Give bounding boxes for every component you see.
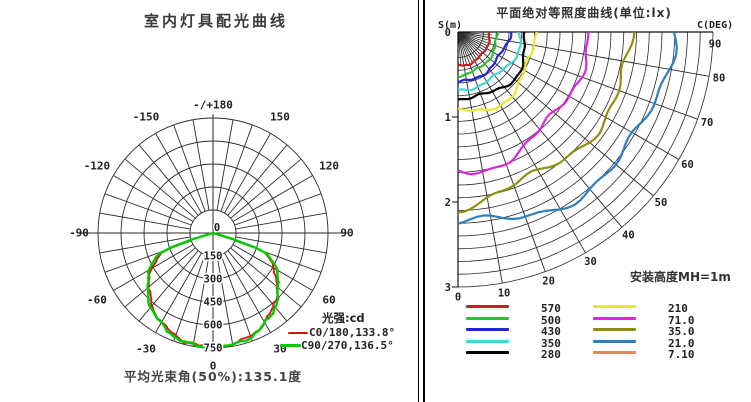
- c-axis-tick: 10: [498, 287, 511, 299]
- c-axis-tick: 0: [455, 292, 461, 304]
- legend-swatch: [593, 305, 636, 308]
- legend-label: 35.0: [668, 325, 695, 338]
- polar-radial-tick: 750: [204, 343, 223, 355]
- legend-swatch: [593, 339, 636, 343]
- c-axis-tick: 80: [713, 73, 726, 85]
- c-axis-label: C(DEG): [697, 20, 734, 31]
- s-axis-tick: 1: [445, 112, 451, 124]
- polar-radial-tick: 0: [214, 222, 220, 234]
- s-axis-tick: 3: [445, 282, 451, 294]
- intensity-legend-title: 光强:cd: [322, 311, 365, 325]
- legend-label: 430: [541, 325, 561, 338]
- polar-angle-tick: 0: [210, 360, 217, 373]
- c-axis-tick: 60: [681, 159, 694, 171]
- legend-label: 210: [668, 302, 688, 315]
- polar-angle-tick: -/+180: [193, 99, 233, 112]
- curve-c90-270: [146, 231, 280, 351]
- legend-swatch: [593, 351, 636, 354]
- legend-swatch: [288, 332, 308, 334]
- polar-angle-tick: 60: [322, 294, 335, 307]
- legend-swatch: [466, 351, 509, 354]
- mounting-height-note: 安装高度MH=1m: [630, 270, 731, 284]
- left-chart-title: 室内灯具配光曲线: [143, 12, 288, 30]
- legend-label: 7.10: [668, 348, 695, 361]
- isolux-curve-21.0: [457, 31, 678, 225]
- legend-swatch: [466, 305, 509, 308]
- polar-radial-tick: 450: [204, 297, 223, 309]
- legend-label: 71.0: [668, 313, 695, 327]
- polar-angle-tick: -30: [136, 343, 156, 356]
- polar-angle-tick: -120: [84, 160, 111, 173]
- s-axis-tick: 0: [445, 27, 451, 39]
- legend-label: C0/180,133.8°: [309, 326, 396, 339]
- c-axis-tick: 90: [709, 39, 722, 51]
- legend-label: 21.0: [668, 336, 695, 350]
- legend-swatch: [466, 339, 509, 343]
- c-axis-tick: 30: [584, 256, 597, 268]
- polar-angle-tick: 90: [340, 227, 353, 240]
- isolux-curve-280: [457, 31, 527, 101]
- c-axis-tick: 50: [655, 197, 668, 209]
- isolux-curve-570: [457, 31, 491, 67]
- isolux-curve-500: [457, 31, 500, 79]
- isolux-curve-71.0: [457, 31, 590, 176]
- c-axis-tick: 20: [542, 276, 555, 288]
- polar-angle-tick: -90: [69, 227, 89, 240]
- legend-swatch: [280, 344, 301, 347]
- polar-angle-tick: -150: [133, 110, 160, 123]
- isolux-curve-430: [457, 31, 513, 84]
- legend-label: C90/270,136.5°: [301, 339, 394, 352]
- legend-swatch: [593, 328, 636, 331]
- isolux-curve-350: [457, 31, 523, 92]
- isolux-curve-35.0: [457, 31, 636, 214]
- c-axis-tick: 70: [701, 117, 714, 129]
- polar-angle-tick: 120: [319, 160, 339, 173]
- legend-label: 280: [541, 348, 561, 361]
- legend-swatch: [466, 328, 509, 331]
- polar-radial-tick: 600: [204, 320, 223, 332]
- polar-radial-tick: 300: [204, 274, 223, 286]
- isolux-curve-210: [457, 31, 538, 112]
- polar-angle-tick: -60: [87, 294, 107, 307]
- c-axis-tick: 40: [622, 230, 635, 242]
- polar-radial-tick: 150: [204, 251, 223, 263]
- beam-angle-caption: 平均光束角(50%):135.1度: [124, 369, 302, 384]
- panel-divider-line: [423, 0, 425, 402]
- right-chart-title: 平面绝对等照度曲线(单位:lx): [496, 6, 672, 20]
- panel-divider-line: [418, 0, 419, 402]
- s-axis-tick: 2: [445, 197, 451, 209]
- legend-label: 500: [541, 313, 561, 327]
- polar-angle-tick: 150: [270, 110, 290, 123]
- legend-swatch: [466, 316, 509, 320]
- s-axis-label: S(m): [438, 20, 463, 31]
- legend-label: 570: [541, 302, 561, 315]
- legend-label: 350: [541, 336, 561, 350]
- legend-swatch: [593, 316, 636, 320]
